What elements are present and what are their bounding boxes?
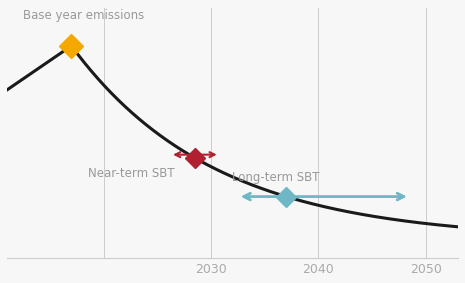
Text: Near-term SBT: Near-term SBT [87, 167, 174, 180]
Text: Base year emissions: Base year emissions [23, 8, 144, 22]
Text: Long-term SBT: Long-term SBT [232, 171, 320, 185]
